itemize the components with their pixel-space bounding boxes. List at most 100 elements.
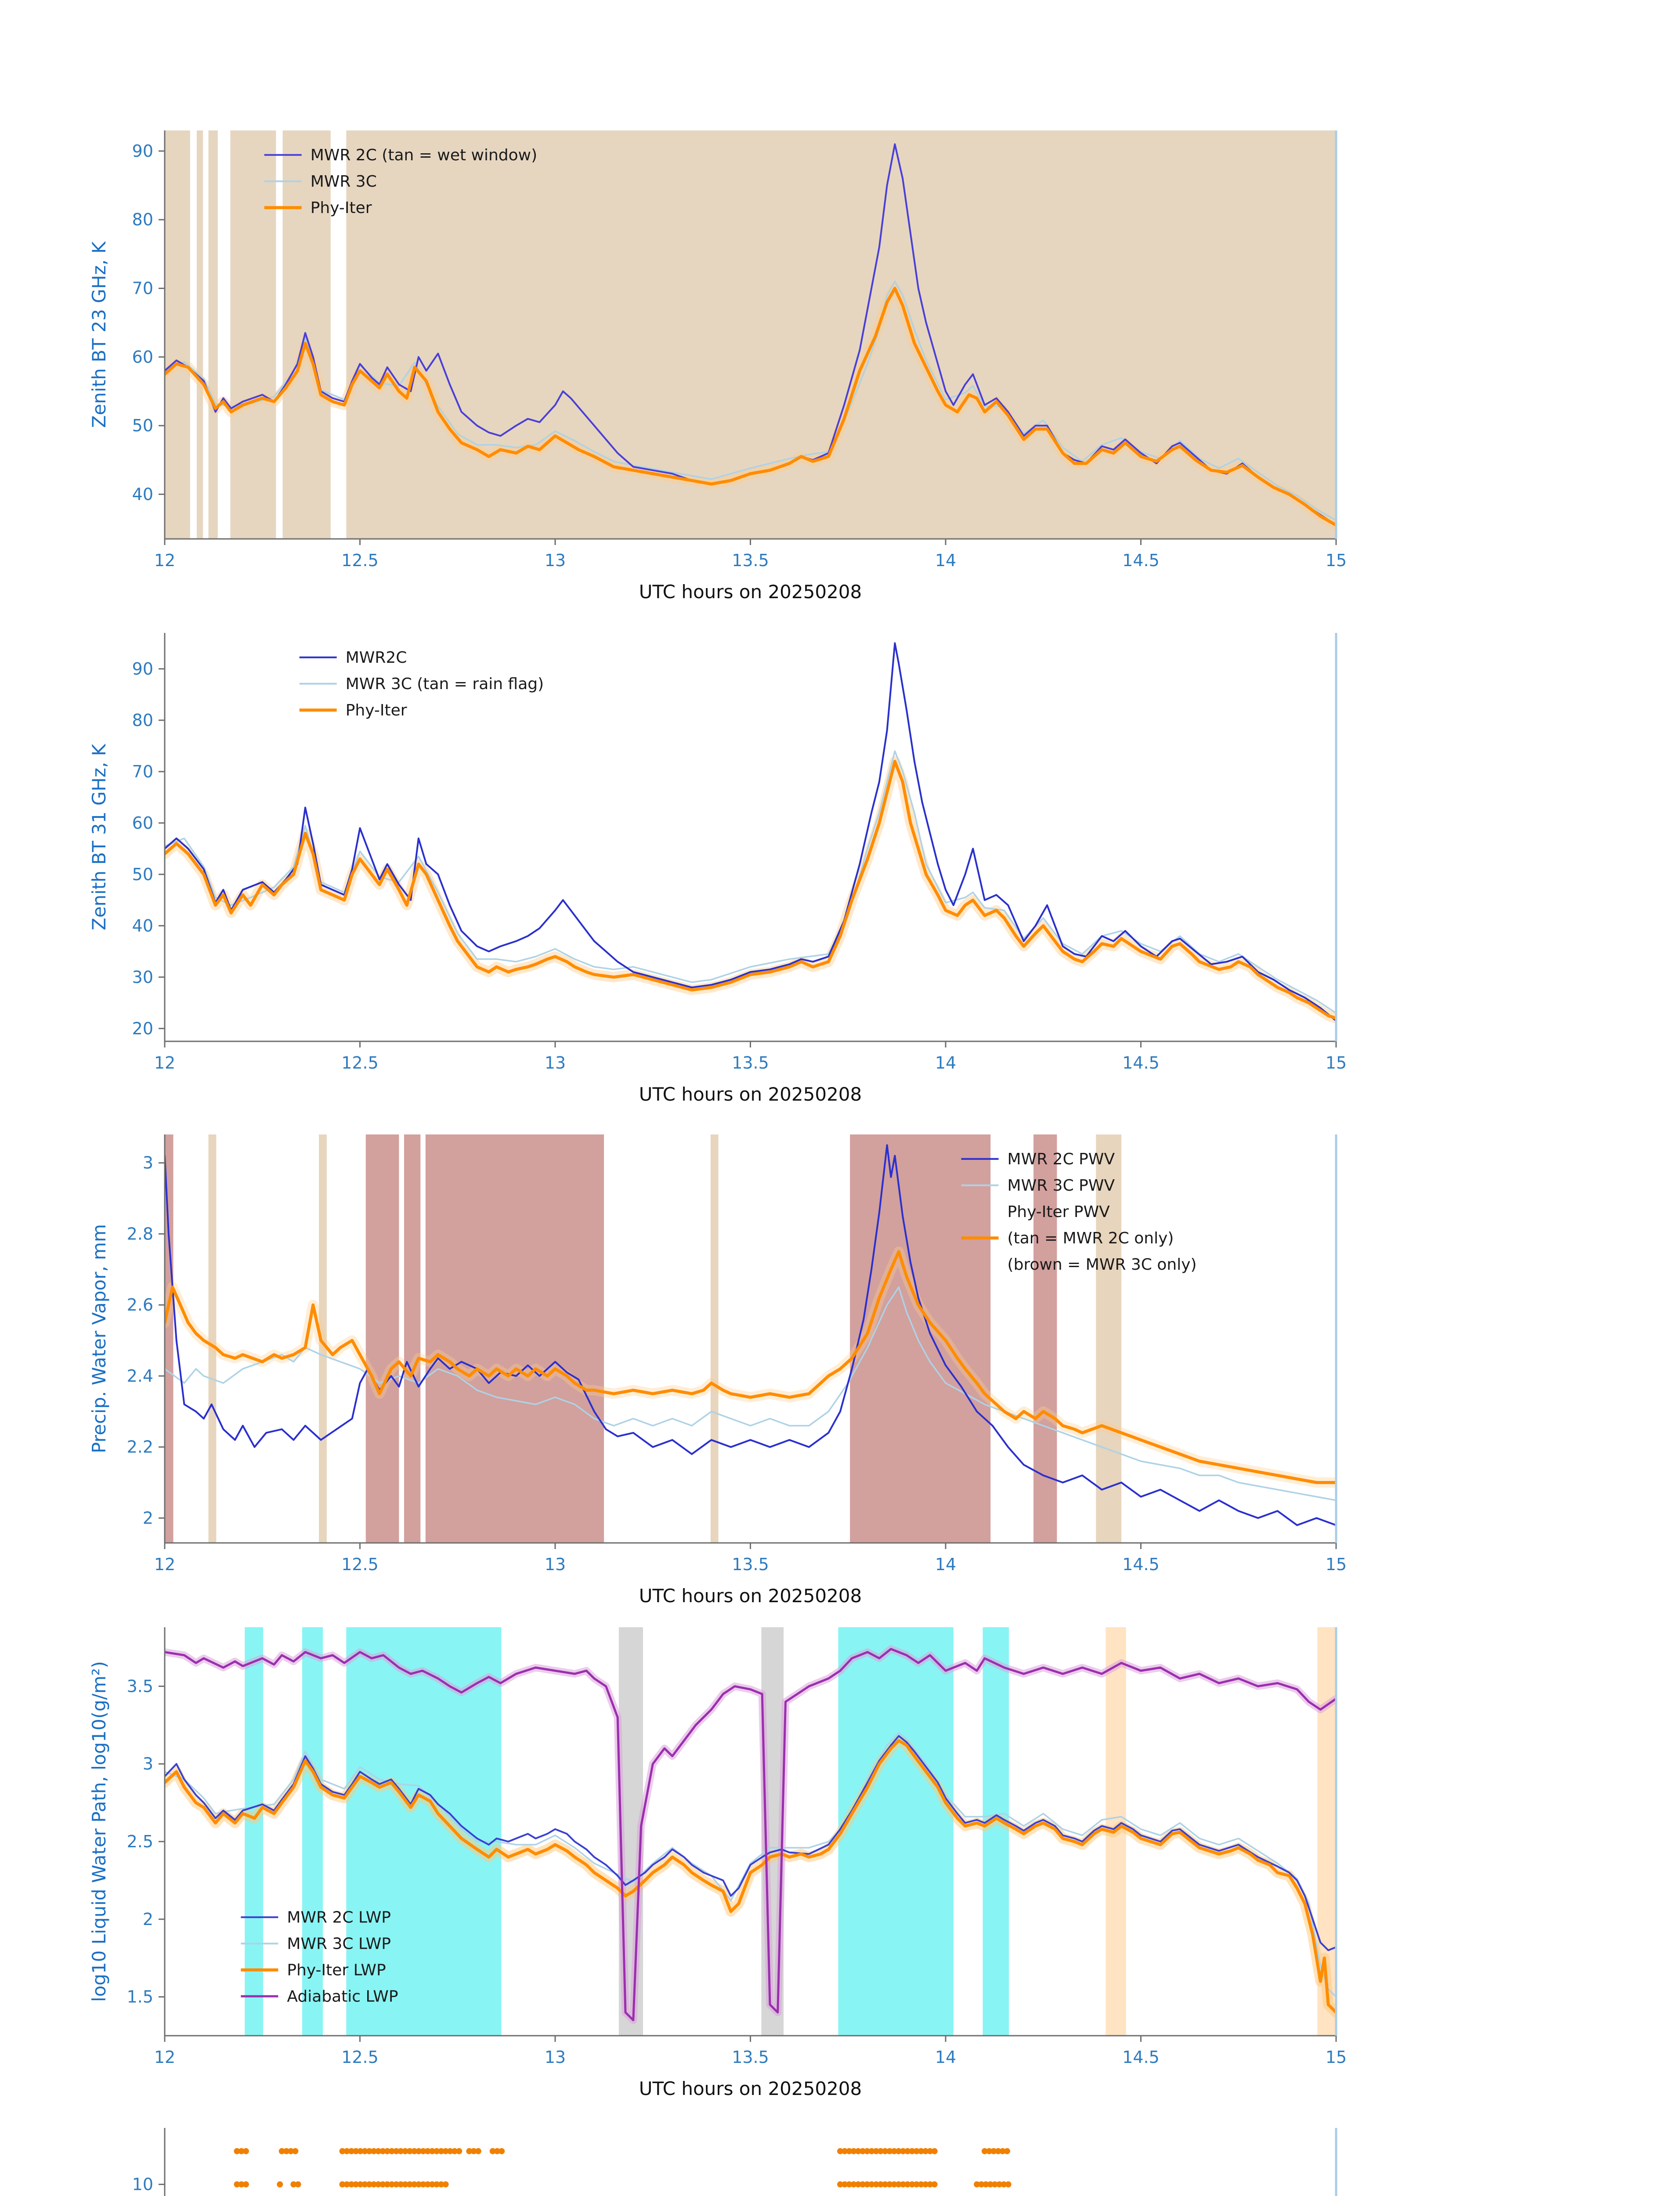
dq-flag-dot [290,2181,297,2188]
pwv-shaded-region [365,1134,399,1543]
dq-flag-dot [850,2181,857,2188]
dq-flag-dot [402,2148,408,2154]
dq-flag-dot [974,2181,980,2188]
lwp-plot-area [165,1627,1336,2036]
dq-flag-dot [288,2148,294,2154]
dq-flag-dot [353,2148,359,2154]
x-tick-label: 13.5 [732,551,769,570]
dq-flag-dot [864,2148,871,2154]
dq-flag-dot [891,2181,897,2188]
pwv-shaded-region [208,1134,217,1543]
legend-label: Phy-Iter PWV [1008,1203,1110,1221]
legend-label: MWR 3C [311,173,377,191]
dq-flag-dot [420,2181,426,2188]
dq-flag-dot [466,2148,473,2154]
dq-flag-dot [393,2181,400,2188]
dq-flag-dot [442,2148,449,2154]
dq-flag-dot [379,2181,386,2188]
dq-flag-dot [402,2181,408,2188]
dq-flag-dot [388,2181,395,2188]
dq-flag-dot [442,2181,449,2188]
x-tick-label: 15 [1326,1555,1347,1574]
lwp-series-adiabatic-lwp [165,1648,1336,2022]
dq-flag-dot [375,2181,382,2188]
x-tick-label: 14 [935,1053,956,1073]
x-tick-label: 13.5 [732,2048,769,2067]
dq-flag-dot [992,2181,998,2188]
dq-flag-plot-area [234,2148,1012,2188]
lwp-shaded-region [983,1627,1009,2036]
x-tick-label: 14 [935,1555,956,1574]
y-tick-label: 40 [132,484,153,504]
x-tick-label: 13 [545,2048,566,2067]
dq-flag-dot [850,2148,857,2154]
dq-flag-dot [837,2148,843,2154]
dq-flag-dot [470,2148,477,2154]
dq-flag-dot [366,2148,372,2154]
dq-flag-dot [438,2181,444,2188]
y-tick-label: 30 [132,968,153,987]
dq-flag-dot [494,2148,500,2154]
lwp-series-phy-iter-lwp [165,1739,1336,2014]
dq-flag-dot [918,2181,924,2188]
dq-flag-dot [429,2181,435,2188]
dq-flag-dot [922,2181,929,2188]
dq-flag-dot [996,2181,1003,2188]
dq-flag-dot [990,2148,997,2154]
zenith-bt-23-series-phy-iter [165,287,1336,527]
zenith-bt-23-shaded-region [165,130,190,539]
zenith-bt-23-xlabel: UTC hours on 20250208 [639,581,862,603]
pwv-ylabel: Precip. Water Vapor, mm [88,1224,110,1453]
dq-flag-dot [238,2181,245,2188]
dq-flag-dot [846,2181,853,2188]
legend-label: MWR 3C (tan = rain flag) [346,675,544,693]
y-tick-label: 50 [132,865,153,884]
dq-flag-dot [1005,2181,1012,2188]
pwv-shaded-region [1096,1134,1122,1543]
y-tick-label: 2 [143,1910,153,1929]
x-tick-label: 14.5 [1122,1053,1160,1073]
pwv-shaded-region [850,1134,991,1543]
zenith-bt-23-legend: MWR 2C (tan = wet window) MWR 3C Phy-Iter [264,146,537,217]
x-tick-label: 13.5 [732,1053,769,1073]
legend-label: Phy-Iter [311,199,372,217]
dq-flag-dot [242,2148,249,2154]
dq-flag-dot [931,2181,938,2188]
dq-flag-dot [499,2148,505,2154]
dq-flag-dot [452,2148,458,2154]
zenith-bt-31-xlabel: UTC hours on 20250208 [639,1084,862,1105]
dq-flag-dot [882,2181,889,2188]
zenith-bt-31-halo [165,756,1336,1024]
zenith-bt-23-shaded-region [346,130,1336,539]
zenith-bt-23-panel: 12 12.5 13 13.5 14 14.5 15 40 50 60 70 80 90 Zenith B… [88,130,1347,603]
dq-flag-dot [1004,2148,1011,2154]
dq-flag-dot [415,2148,422,2154]
dq-flag-dot [981,2148,988,2154]
dq-flag-dot [877,2181,884,2188]
dq-flag-dot [983,2181,989,2188]
dq-flag-dot [384,2148,390,2154]
dq-flag-dot [456,2148,462,2154]
dq-flag-dot [371,2148,377,2154]
dq-flag-dot [860,2148,866,2154]
dq-flag-dot [366,2181,372,2188]
x-tick-label: 14 [935,551,956,570]
y-tick-label: 3.5 [127,1676,153,1696]
y-tick-label: 10 [132,2175,153,2194]
lwp-panel: 12 12.5 13 13.5 14 14.5 15 1.5 2 2.5 3 3.5 log10 Liq… [88,1627,1347,2099]
x-tick-label: 12 [154,1555,175,1574]
dq-flag-dot [361,2181,368,2188]
dq-flag-dot [434,2181,440,2188]
dq-flag-dot [379,2148,386,2154]
dq-flag-dot [842,2148,848,2154]
pwv-shaded-region [404,1134,421,1543]
dq-flag-dot [295,2181,301,2188]
x-tick-label: 12.5 [341,551,379,570]
x-tick-label: 12.5 [341,2048,379,2067]
dq-flag-dot [339,2181,346,2188]
pwv-series-phy-iter-pwv [165,1250,1336,1484]
x-tick-label: 12 [154,1053,175,1073]
dq-flag-dot [931,2148,938,2154]
dq-flag-dot [420,2148,426,2154]
lwp-legend: MWR 2C LWP MWR 3C LWP Phy-Iter LWP Adiabati… [241,1908,398,2005]
